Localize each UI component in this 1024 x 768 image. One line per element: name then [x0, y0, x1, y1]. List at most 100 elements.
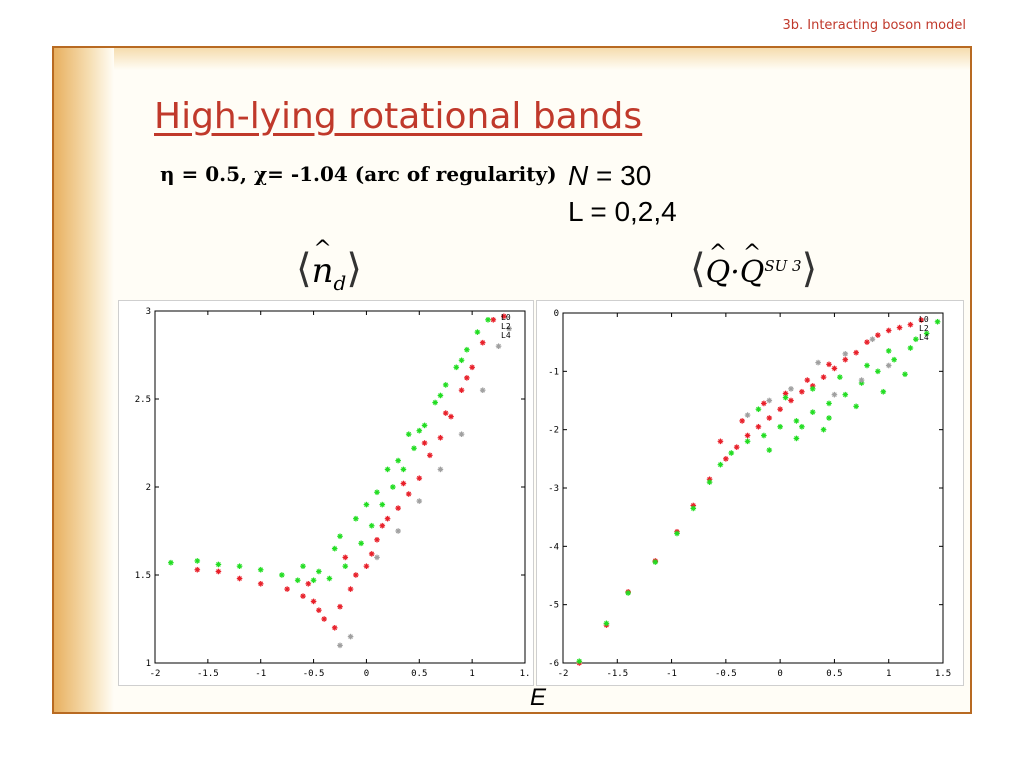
left-angle-bracket: ⟨ — [690, 246, 706, 292]
point-stroke — [258, 581, 264, 587]
point-stroke — [766, 415, 772, 421]
point-stroke — [311, 577, 316, 583]
point-stroke — [902, 371, 908, 377]
x-tick-label: 1.5 — [935, 669, 951, 679]
data-point-l0 — [723, 456, 729, 462]
point-stroke — [718, 462, 723, 468]
point-stroke — [842, 357, 848, 363]
point-stroke — [416, 475, 422, 481]
data-point-l2 — [405, 431, 412, 437]
point-stroke — [480, 340, 486, 346]
point-stroke — [745, 412, 750, 418]
point-stroke — [374, 555, 380, 560]
point-stroke — [788, 398, 794, 403]
data-point-l0 — [363, 563, 370, 569]
right-angle-bracket: ⟩ — [346, 246, 362, 292]
data-point-l2 — [826, 415, 832, 421]
boson-number-line: N = 30 — [568, 160, 651, 192]
point-stroke — [279, 572, 285, 578]
point-stroke — [216, 562, 221, 567]
data-point-l0 — [368, 551, 375, 557]
parameter-text: η = 0.5, χ= -1.04 (arc of regularity) — [160, 162, 557, 186]
data-point-l0 — [284, 586, 290, 592]
point-stroke — [316, 569, 322, 574]
data-point-l0 — [215, 568, 222, 575]
su3-superscript: SU 3 — [764, 257, 802, 275]
point-stroke — [311, 599, 316, 604]
data-point-l0 — [788, 397, 794, 404]
data-point-l2 — [853, 403, 859, 410]
data-point-l0 — [804, 377, 811, 383]
data-point-l4 — [506, 325, 512, 332]
data-point-l0 — [782, 390, 789, 397]
point-stroke — [364, 502, 369, 507]
data-point-l2 — [826, 400, 832, 407]
data-point-l2 — [799, 423, 805, 430]
point-stroke — [935, 319, 940, 325]
point-stroke — [490, 317, 496, 323]
data-point-l0 — [464, 375, 470, 381]
point-stroke — [374, 489, 380, 495]
point-stroke — [832, 366, 837, 371]
point-stroke — [390, 484, 396, 490]
point-stroke — [369, 551, 375, 557]
point-stroke — [422, 440, 427, 446]
q-symbol-2: Q — [740, 255, 765, 290]
data-point-l2 — [782, 394, 789, 401]
point-stroke — [842, 351, 848, 357]
data-point-l2 — [777, 423, 783, 430]
data-point-l2 — [400, 466, 407, 473]
y-tick-label: -4 — [548, 542, 559, 552]
data-point-l4 — [337, 642, 343, 649]
point-stroke — [353, 516, 359, 522]
data-point-l0 — [300, 593, 306, 599]
data-point-l2 — [864, 362, 870, 369]
point-stroke — [353, 572, 359, 578]
data-point-l2 — [690, 505, 697, 512]
data-point-l2 — [379, 501, 386, 508]
data-point-l2 — [236, 563, 243, 569]
data-point-l4 — [347, 633, 354, 640]
data-point-l2 — [674, 530, 680, 537]
point-stroke — [799, 424, 805, 430]
point-stroke — [891, 357, 897, 363]
data-point-l0 — [384, 515, 391, 522]
point-stroke — [416, 498, 422, 504]
data-point-l2 — [837, 374, 843, 380]
point-stroke — [438, 467, 443, 472]
data-point-l0 — [421, 440, 428, 446]
point-stroke — [576, 658, 582, 664]
point-stroke — [216, 569, 221, 574]
x-tick-label: -2 — [150, 669, 161, 679]
point-stroke — [369, 523, 375, 529]
data-point-l2 — [717, 461, 724, 468]
point-stroke — [295, 577, 301, 583]
point-stroke — [459, 431, 464, 437]
point-stroke — [794, 436, 799, 441]
data-point-l0 — [853, 349, 859, 356]
y-tick-label: -2 — [548, 426, 559, 436]
point-stroke — [485, 317, 491, 323]
point-stroke — [745, 433, 750, 438]
data-point-l2 — [820, 426, 827, 433]
point-stroke — [913, 336, 919, 342]
point-stroke — [337, 604, 343, 610]
y-tick-label: 1 — [146, 659, 151, 669]
data-point-l0 — [896, 324, 903, 331]
data-point-l0 — [353, 572, 359, 578]
n-value: = 30 — [588, 160, 652, 191]
y-tick-label: -5 — [548, 601, 559, 611]
data-point-l2 — [432, 399, 438, 406]
data-point-l0 — [831, 365, 838, 372]
point-stroke — [810, 386, 816, 392]
x-tick-label: 0 — [364, 669, 369, 679]
data-point-l0 — [405, 491, 412, 497]
y-tick-label: 2.5 — [135, 395, 151, 405]
point-stroke — [859, 377, 864, 383]
q-symbol-1: Q — [706, 255, 731, 290]
angular-momentum-line: L = 0,2,4 — [568, 196, 677, 227]
point-stroke — [422, 423, 427, 428]
data-point-l0 — [479, 339, 486, 346]
legend-entry-l4: L4 — [501, 331, 511, 340]
y-tick-label: -6 — [548, 659, 559, 669]
